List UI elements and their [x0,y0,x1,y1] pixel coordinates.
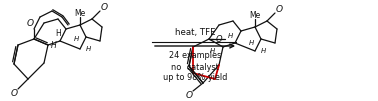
Text: O: O [186,90,192,99]
Text: O: O [276,5,283,14]
Text: no  catalyst: no catalyst [171,63,219,72]
Text: Me: Me [249,11,260,19]
Text: O: O [101,4,108,13]
Text: H: H [248,40,254,46]
Text: O: O [26,19,34,28]
Text: H: H [260,48,266,54]
Text: Me: Me [74,8,86,17]
Text: H: H [209,48,215,54]
Text: 24 examples: 24 examples [169,52,221,60]
Text: O: O [11,88,17,97]
Text: up to 98% yield: up to 98% yield [163,74,227,83]
Text: H: H [55,28,61,37]
Text: ··: ·· [49,44,53,48]
Text: H: H [51,41,57,49]
Text: H: H [85,46,91,52]
Text: H: H [228,33,232,39]
Text: H: H [73,36,79,42]
Text: O: O [216,35,222,44]
Text: heat, TFE: heat, TFE [175,27,215,36]
